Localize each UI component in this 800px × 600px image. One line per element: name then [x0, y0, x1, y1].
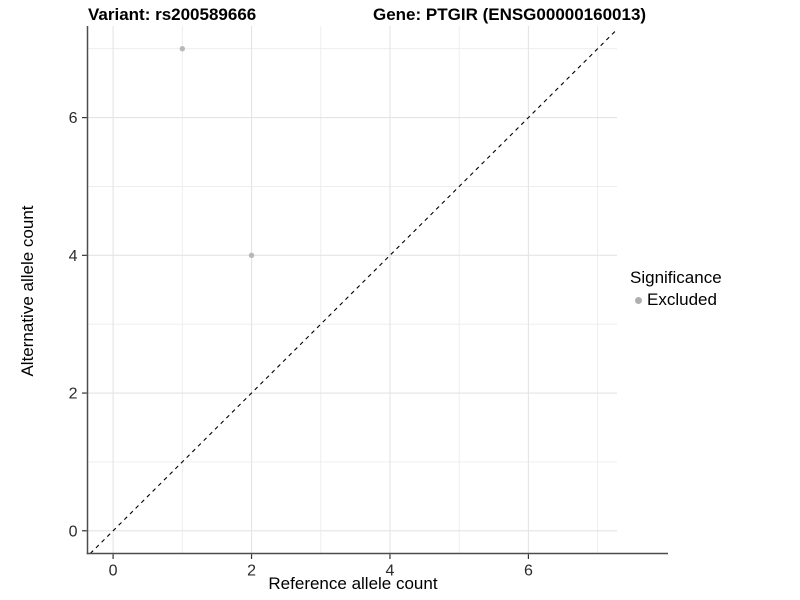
legend: Significance Excluded	[630, 268, 722, 310]
y-tick-label: 4	[69, 248, 78, 265]
y-tick-label: 2	[69, 386, 78, 403]
y-axis-title: Alternative allele count	[18, 205, 37, 377]
y-tick-label: 0	[69, 523, 78, 540]
x-tick-label: 2	[247, 563, 256, 580]
excluded-dot-icon	[635, 296, 642, 304]
legend-item-label: Excluded	[647, 290, 717, 309]
gene-title: Gene: PTGIR (ENSG00000160013)	[373, 5, 647, 24]
y-tick-label: 6	[69, 110, 78, 127]
x-tick-label: 6	[524, 563, 533, 580]
x-tick-label: 4	[386, 563, 395, 580]
data-point	[248, 252, 255, 259]
x-axis-title: Reference allele count	[268, 574, 438, 593]
legend-title: Significance	[630, 268, 722, 287]
legend-item-excluded: Excluded	[630, 290, 722, 310]
x-tick-label: 0	[109, 563, 118, 580]
variant-title: Variant: rs200589666	[88, 5, 257, 24]
identity-line	[89, 29, 618, 554]
data-point	[179, 46, 186, 52]
